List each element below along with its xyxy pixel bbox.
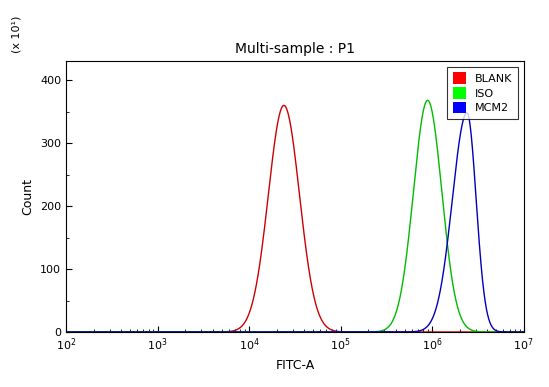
Legend: BLANK, ISO, MCM2: BLANK, ISO, MCM2 [447, 67, 518, 119]
Title: Multi-sample : P1: Multi-sample : P1 [235, 42, 355, 56]
Y-axis label: Count: Count [21, 178, 35, 215]
Text: (x 10¹): (x 10¹) [11, 16, 21, 53]
X-axis label: FITC-A: FITC-A [275, 359, 315, 372]
